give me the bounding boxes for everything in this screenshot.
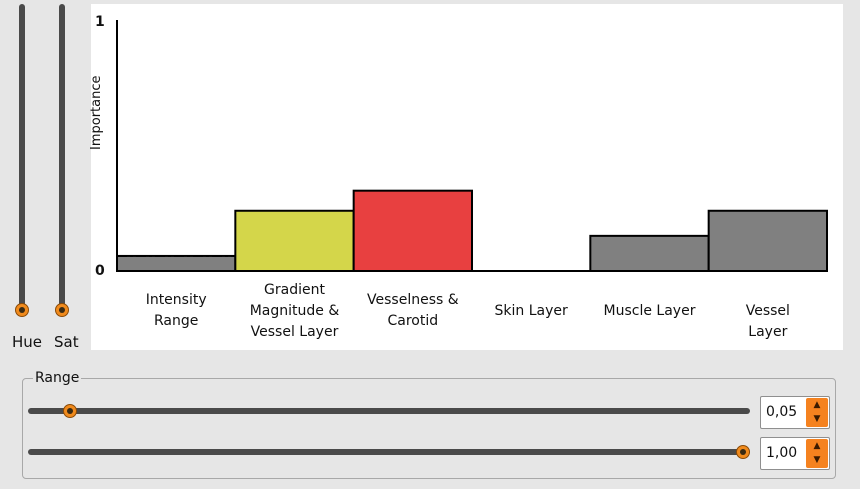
y-axis-label: Importance bbox=[89, 75, 104, 151]
chart-axes bbox=[116, 20, 827, 272]
bar-4[interactable] bbox=[589, 234, 710, 272]
range-low-track[interactable] bbox=[28, 408, 750, 414]
range-high-handle[interactable] bbox=[736, 445, 750, 459]
bar-5[interactable] bbox=[707, 209, 829, 272]
sat-slider-handle[interactable] bbox=[55, 303, 69, 317]
x-tick-label: Skin Layer bbox=[494, 302, 568, 319]
range-group: Range 0,05 ▲ ▼ 1,00 ▲ ▼ bbox=[22, 370, 836, 479]
range-high-track[interactable] bbox=[28, 449, 750, 455]
hue-slider-handle[interactable] bbox=[15, 303, 29, 317]
bar-0[interactable] bbox=[116, 254, 237, 273]
down-arrow-icon[interactable]: ▼ bbox=[813, 455, 821, 465]
range-low-slider[interactable] bbox=[28, 401, 752, 421]
range-low-spinbox[interactable]: 0,05 ▲ ▼ bbox=[760, 396, 830, 429]
x-tick-label: Intensity Range bbox=[145, 292, 207, 329]
bar-1[interactable] bbox=[234, 209, 355, 272]
range-low-handle[interactable] bbox=[63, 404, 77, 418]
x-tick-label: Muscle Layer bbox=[603, 302, 696, 319]
range-high-spinbox[interactable]: 1,00 ▲ ▼ bbox=[760, 437, 830, 470]
x-tick-label: Vessel Layer bbox=[745, 302, 790, 340]
hue-slider-track[interactable] bbox=[19, 4, 25, 316]
bar-2[interactable] bbox=[352, 189, 473, 272]
range-low-value[interactable]: 0,05 bbox=[766, 404, 798, 420]
x-tick-label: Vesselness & Carotid bbox=[367, 292, 459, 329]
up-arrow-icon[interactable]: ▲ bbox=[813, 441, 821, 451]
hue-slider[interactable] bbox=[12, 4, 32, 317]
range-high-value[interactable]: 1,00 bbox=[766, 445, 798, 461]
chart-canvas bbox=[116, 20, 829, 273]
hue-label: Hue bbox=[12, 333, 43, 351]
up-arrow-icon[interactable]: ▲ bbox=[813, 400, 821, 410]
y-tick-max: 1 bbox=[95, 14, 105, 30]
range-high-spin-buttons[interactable]: ▲ ▼ bbox=[806, 439, 828, 468]
down-arrow-icon[interactable]: ▼ bbox=[813, 414, 821, 424]
sat-slider[interactable] bbox=[52, 4, 72, 317]
range-low-spin-buttons[interactable]: ▲ ▼ bbox=[806, 398, 828, 427]
y-tick-min: 0 bbox=[95, 263, 105, 279]
range-title: Range bbox=[33, 370, 82, 386]
sat-slider-track[interactable] bbox=[59, 4, 65, 316]
x-tick-label: Gradient Magnitude & Vessel Layer bbox=[249, 281, 340, 340]
sat-label: Sat bbox=[54, 333, 79, 351]
importance-chart: Importance 1 0 Intensity Range Gradient M… bbox=[89, 4, 843, 350]
range-high-slider[interactable] bbox=[28, 442, 752, 462]
